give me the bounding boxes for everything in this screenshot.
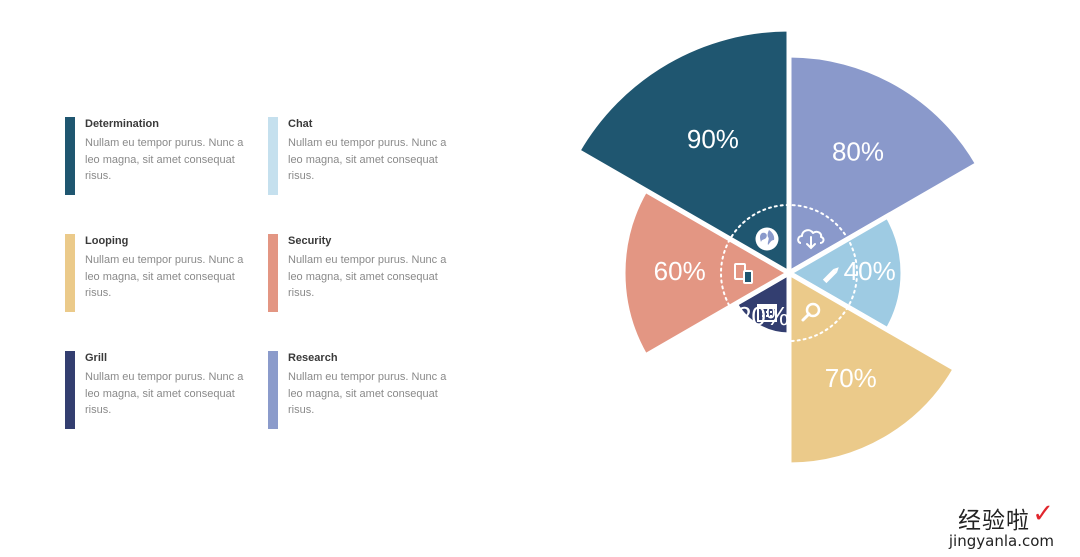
slice-value-label: 60% xyxy=(654,256,706,286)
calendar-icon xyxy=(757,304,777,322)
legend-swatch xyxy=(268,117,278,195)
legend-title: Looping xyxy=(85,235,129,247)
watermark-text-en: jingyanla.com xyxy=(948,532,1054,550)
legend-swatch xyxy=(268,351,278,429)
legend-item-security: Security Nullam eu tempor purus. Nunc a … xyxy=(268,234,458,314)
legend-item-grill: Grill Nullam eu tempor purus. Nunc a leo… xyxy=(65,351,255,431)
legend-description: Nullam eu tempor purus. Nunc a leo magna… xyxy=(288,254,447,299)
globe-icon xyxy=(755,227,779,251)
slice-value-label: 80% xyxy=(832,136,884,166)
chart-slice xyxy=(786,268,959,468)
legend-description: Nullam eu tempor purus. Nunc a leo magna… xyxy=(288,371,447,416)
slice-value-label: 40% xyxy=(844,256,896,286)
watermark-text-cn: 经验啦 xyxy=(958,508,1030,534)
watermark: 经验啦 ✓ jingyanla.com xyxy=(914,499,1054,553)
legend-title: Grill xyxy=(85,352,108,364)
checkmark-icon: ✓ xyxy=(1032,499,1054,529)
slice-value-label: 70% xyxy=(825,363,877,393)
legend-description: Nullam eu tempor purus. Nunc a leo magna… xyxy=(85,137,244,182)
legend-swatch xyxy=(268,234,278,312)
chart-slice xyxy=(574,26,792,278)
legend: Determination Nullam eu tempor purus. Nu… xyxy=(0,0,520,557)
legend-title: Security xyxy=(288,235,332,247)
legend-swatch xyxy=(65,234,75,312)
center-dotted-ring xyxy=(720,204,858,342)
legend-description: Nullam eu tempor purus. Nunc a leo magna… xyxy=(288,137,447,182)
cloud-download-icon xyxy=(797,229,825,250)
chart-slice xyxy=(620,186,794,360)
chart-slices xyxy=(574,26,982,468)
legend-item-looping: Looping Nullam eu tempor purus. Nunc a l… xyxy=(65,234,255,314)
devices-icon xyxy=(734,263,753,284)
slice-value-label: 90% xyxy=(687,124,739,154)
legend-description: Nullam eu tempor purus. Nunc a leo magna… xyxy=(85,371,244,416)
legend-title: Research xyxy=(288,352,338,364)
legend-description: Nullam eu tempor purus. Nunc a leo magna… xyxy=(85,254,244,299)
legend-item-determination: Determination Nullam eu tempor purus. Nu… xyxy=(65,117,255,197)
chart-slice xyxy=(786,52,982,278)
chart-labels: 80%40%70%20%60%90% xyxy=(654,124,896,393)
chart-slice xyxy=(783,212,906,334)
legend-item-research: Research Nullam eu tempor purus. Nunc a … xyxy=(268,351,458,431)
magnifier-icon xyxy=(801,302,821,322)
legend-swatch xyxy=(65,117,75,195)
legend-title: Determination xyxy=(85,118,159,130)
legend-item-chat: Chat Nullam eu tempor purus. Nunc a leo … xyxy=(268,117,458,197)
legend-title: Chat xyxy=(288,118,313,130)
legend-swatch xyxy=(65,351,75,429)
